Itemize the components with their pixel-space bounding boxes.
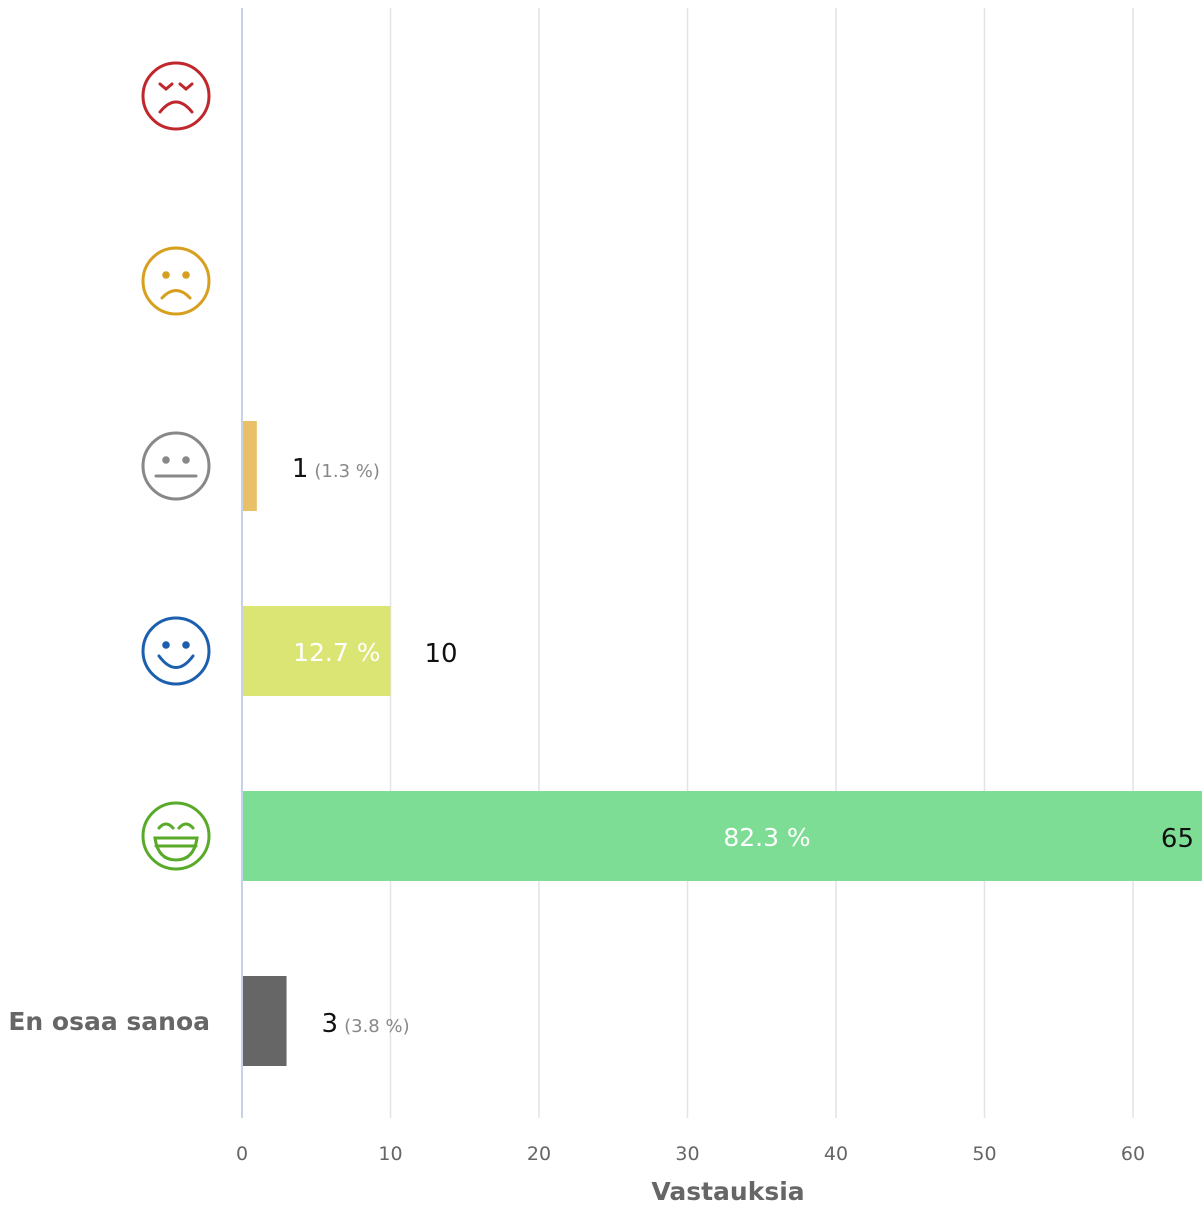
- bar-value-label: 1 (1.3 %): [292, 454, 380, 484]
- bar: [242, 421, 257, 511]
- x-tick-label: 50: [972, 1143, 996, 1165]
- happy-face-icon: [141, 616, 211, 686]
- x-tick-label: 60: [1121, 1143, 1145, 1165]
- x-axis-title: Vastauksia: [651, 1177, 804, 1205]
- bar-percent-label: (3.8 %): [344, 1016, 410, 1037]
- x-tick-label: 40: [824, 1143, 848, 1165]
- bar-value-label: 10: [425, 639, 458, 669]
- very-happy-face-icon: [141, 801, 211, 871]
- x-tick-label: 30: [675, 1143, 699, 1165]
- bars: [242, 421, 1202, 1066]
- bar-value-label: 3 (3.8 %): [322, 1009, 410, 1039]
- category-label: En osaa sanoa: [8, 1007, 210, 1036]
- x-tick-label: 20: [527, 1143, 551, 1165]
- neutral-face-icon: [141, 431, 211, 501]
- data-labels: 1 (1.3 %) 12.7 % 10 82.3 % 65 3 (3.8 %): [292, 454, 1194, 1039]
- category-labels: En osaa sanoa: [8, 61, 211, 1036]
- bar: [242, 791, 1202, 881]
- bar-percent-label: (1.3 %): [314, 461, 380, 482]
- bar-percent-label: 12.7 %: [293, 638, 380, 667]
- x-tick-label: 10: [378, 1143, 402, 1165]
- bar: [242, 606, 391, 696]
- x-tick-label: 0: [236, 1143, 248, 1165]
- bar-value-label: 65: [1161, 824, 1194, 854]
- very-unhappy-face-icon: [141, 61, 211, 131]
- grid-lines: [389, 8, 1134, 1118]
- bar-percent-label: 82.3 %: [723, 823, 810, 852]
- bar: [242, 976, 287, 1066]
- x-tick-labels: 0 10 20 30 40 50 60: [236, 1143, 1145, 1165]
- unhappy-face-icon: [141, 246, 211, 316]
